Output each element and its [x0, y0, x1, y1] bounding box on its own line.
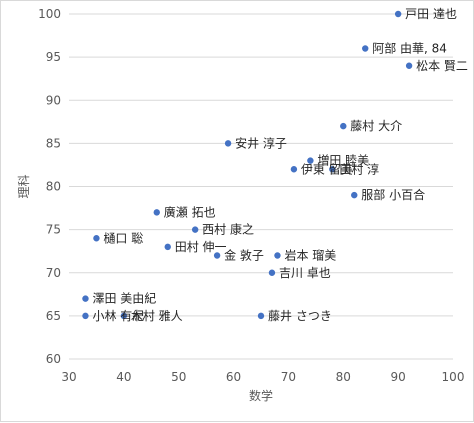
y-tick-label: 90	[46, 93, 61, 107]
data-label: 藤村 大介	[350, 119, 402, 133]
data-label: 戸田 達也	[405, 7, 457, 21]
data-label: 西村 康之	[202, 222, 254, 237]
data-point	[257, 312, 265, 320]
gridlines	[69, 13, 453, 360]
y-tick-label: 85	[46, 136, 61, 150]
data-label: 金 敦子	[224, 248, 264, 263]
y-tick-label: 80	[46, 180, 61, 194]
x-tick-label: 50	[171, 370, 186, 384]
data-point	[290, 166, 298, 173]
data-label: 澤田 美由紀	[92, 292, 156, 306]
data-label: 小林 有紀	[92, 309, 144, 323]
y-axis-ticks: 60 65 70 75 80 85 90 95 100	[38, 7, 61, 366]
x-tick-label: 60	[226, 370, 241, 384]
data-label: 岩本 瑠美	[284, 248, 336, 263]
y-tick-label: 70	[46, 266, 61, 280]
data-point	[329, 166, 336, 173]
x-axis-ticks: 30 40 50 60 70 80 90 100	[61, 370, 464, 384]
data-point	[351, 191, 358, 199]
data-point	[120, 312, 128, 320]
x-tick-label: 80	[336, 370, 351, 384]
y-tick-label: 60	[46, 352, 61, 366]
data-label: 田村 淳	[339, 161, 379, 176]
data-point	[394, 10, 402, 18]
data-point	[274, 252, 281, 259]
x-tick-label: 30	[61, 370, 76, 384]
data-point	[191, 226, 199, 233]
data-points	[82, 10, 413, 320]
data-label: 田村 伸一	[175, 240, 227, 254]
y-axis-title: 理科	[17, 174, 31, 198]
data-label: 安井 淳子	[235, 135, 287, 150]
y-tick-label: 75	[46, 223, 61, 237]
data-label: 増田 睦美	[317, 154, 369, 168]
data-point	[82, 295, 89, 302]
x-tick-label: 70	[281, 370, 296, 384]
data-label: 伊東 留美	[301, 162, 353, 176]
y-tick-label: 95	[46, 50, 61, 64]
data-point	[164, 243, 171, 251]
data-point	[224, 140, 232, 147]
y-tick-label: 100	[38, 7, 61, 21]
data-point	[153, 209, 160, 216]
data-point	[307, 157, 314, 164]
data-label: 服部 小百合	[361, 187, 425, 202]
data-label: 松本 賢二	[416, 59, 468, 73]
data-label: 吉川 卓也	[279, 266, 331, 280]
data-label: 廣瀬 拓也	[164, 205, 216, 219]
data-point	[362, 45, 369, 52]
data-point	[82, 312, 89, 320]
data-label: 藤井 さつき	[268, 309, 332, 323]
data-label: 阿部 由華, 84	[372, 41, 447, 56]
data-point	[405, 62, 413, 69]
data-point	[213, 252, 221, 259]
data-point	[340, 122, 347, 130]
y-tick-label: 65	[46, 309, 61, 323]
x-tick-label: 100	[442, 370, 465, 384]
data-point	[268, 269, 276, 276]
x-tick-label: 90	[391, 370, 406, 384]
data-point	[93, 235, 100, 242]
x-tick-label: 40	[116, 370, 131, 384]
data-label: 木村 雅人	[131, 308, 183, 323]
x-axis-title: 数学	[249, 388, 273, 403]
data-label: 樋口 聡	[103, 230, 143, 245]
